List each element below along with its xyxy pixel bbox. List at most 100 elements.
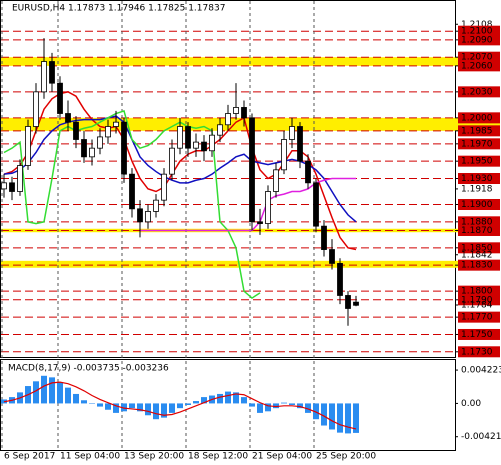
y-tick-label: 1.2090: [461, 35, 493, 45]
indicator-line: [3, 109, 261, 300]
macd-bar: [33, 381, 39, 404]
macd-title: MACD(8,17,9) -0.003735 -0.003236: [8, 364, 169, 374]
candle-body: [337, 263, 343, 296]
y-tick-label: 1.2108: [461, 20, 493, 30]
macd-bar: [113, 403, 119, 413]
level-label-bg: [458, 311, 500, 323]
candle-body: [305, 160, 311, 184]
macd-bar: [97, 403, 103, 407]
candle-body: [153, 199, 159, 212]
x-tick-label: 6 Sep 2017: [4, 452, 55, 462]
macd-bar: [57, 382, 63, 404]
macd-bar: [81, 400, 87, 404]
level-label-bg: [458, 173, 500, 184]
candle-body: [33, 91, 39, 127]
candle-body: [17, 165, 23, 192]
y-tick-label: 1.1970: [461, 139, 493, 149]
y-tick-label: 1.1790: [461, 295, 493, 305]
level-label-bg: [458, 34, 500, 46]
y-tick-label: 1.2070: [461, 53, 493, 63]
macd-bar: [217, 393, 223, 404]
x-tick-label: 18 Sep 12:00: [188, 452, 248, 462]
macd-bar: [313, 403, 319, 420]
y-tick-label: 0.00: [461, 399, 481, 409]
macd-bar: [177, 403, 183, 409]
macd-bar: [329, 403, 335, 430]
candle-body: [329, 249, 335, 264]
y-tick-label: 0.004223: [461, 366, 501, 376]
macd-bar: [353, 403, 359, 433]
y-tick-label: -0.004217: [461, 432, 501, 442]
signal-line: [3, 381, 357, 430]
candle-body: [233, 107, 239, 114]
candle-body: [129, 173, 135, 210]
candle-body: [265, 191, 271, 224]
candle-body: [201, 141, 207, 152]
candle-body: [225, 113, 231, 126]
macd-bar: [105, 403, 111, 410]
y-tick-label: 1.1830: [461, 261, 493, 271]
candle-body: [89, 147, 95, 158]
candle-body: [65, 113, 71, 123]
level-label-bg: [458, 198, 500, 210]
level-label-bg: [458, 138, 500, 150]
macd-bar: [73, 393, 79, 404]
macd-bar: [273, 403, 279, 409]
y-tick-label: 1.2100: [461, 27, 493, 37]
y-tick-label: 1.1770: [461, 313, 493, 323]
macd-bar: [201, 397, 207, 404]
candle-body: [281, 139, 287, 171]
candle-body: [345, 295, 351, 309]
y-tick-label: 1.1985: [461, 126, 493, 136]
chart-title: EURUSD,H4 1.17873 1.17946 1.17825 1.1783…: [12, 4, 225, 14]
level-label-bg: [458, 216, 500, 228]
macd-bar: [137, 403, 143, 412]
level-label-bg: [458, 155, 500, 167]
macd-bar: [169, 403, 175, 413]
candle-body: [169, 147, 175, 175]
y-tick-label: 1.1930: [461, 174, 493, 184]
candle-body: [313, 182, 319, 227]
macd-bar: [89, 403, 95, 404]
y-tick-label: 1.1784: [461, 301, 493, 311]
level-label-bg: [458, 125, 500, 137]
candle-body: [257, 221, 263, 224]
macd-frame: [0, 359, 456, 451]
candle-body: [241, 107, 247, 119]
macd-bar: [249, 403, 255, 407]
y-tick-label: 1.1850: [461, 243, 493, 253]
level-label-bg: [458, 60, 500, 72]
level-label-bg: [458, 51, 500, 63]
candle-body: [273, 169, 279, 192]
y-tick-label: 1.1750: [461, 330, 493, 340]
x-tick-label: 11 Sep 04:00: [60, 452, 120, 462]
macd-bar: [49, 377, 55, 404]
level-label-bg: [458, 285, 500, 297]
indicator-line: [140, 177, 356, 232]
x-tick-label: 25 Sep 20:00: [316, 452, 376, 462]
candle-body: [137, 208, 143, 223]
y-tick-label: 1.1950: [461, 157, 493, 167]
candle-body: [249, 117, 255, 223]
macd-bar: [145, 403, 151, 416]
macd-bar: [297, 403, 303, 409]
macd-bar: [345, 403, 351, 434]
candle-body: [1, 182, 7, 190]
candle-body: [25, 126, 31, 166]
macd-bar: [121, 403, 127, 412]
candle-body: [161, 173, 167, 201]
level-label-bg: [458, 294, 500, 306]
candle-body: [177, 126, 183, 149]
candle-body: [113, 121, 119, 127]
macd-bar: [337, 403, 343, 433]
y-tick-label: 1.2000: [461, 113, 493, 123]
macd-bar: [41, 375, 47, 404]
macd-bar: [289, 403, 295, 405]
candle-body: [9, 182, 15, 192]
macd-bar: [65, 387, 71, 404]
macd-bar: [185, 403, 191, 405]
y-tick-label: 1.2060: [461, 61, 493, 71]
y-tick-label: 1.1900: [461, 200, 493, 210]
candle-body: [297, 126, 303, 162]
